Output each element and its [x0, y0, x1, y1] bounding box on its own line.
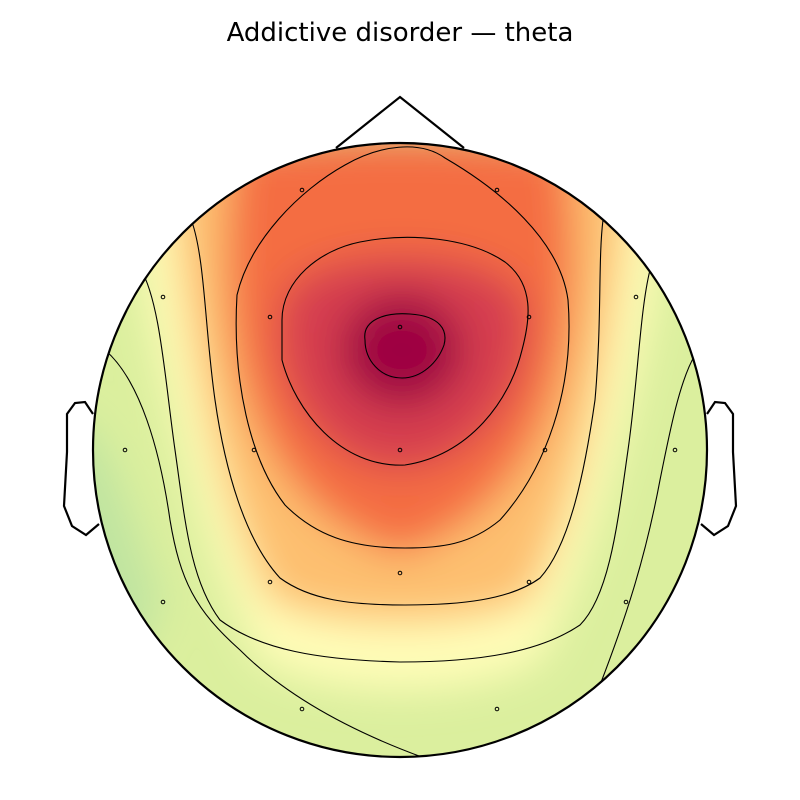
sensor-cz [397, 447, 403, 453]
nose [335, 95, 465, 149]
head-circle [91, 141, 709, 759]
right-ear [700, 400, 738, 537]
sensors [122, 187, 678, 712]
sensor-fz [397, 324, 403, 330]
sensor-c4 [542, 447, 548, 453]
contour-line [599, 354, 696, 686]
sensor-t6 [623, 599, 629, 605]
sensor-c3 [251, 447, 257, 453]
sensor-o2 [494, 706, 500, 712]
sensor-f8 [633, 294, 639, 300]
contour-line [191, 219, 604, 606]
sensor-fp2 [494, 187, 500, 193]
contour-line [235, 146, 570, 549]
sensor-f4 [526, 314, 532, 320]
chart-title: Addictive disorder — theta [226, 18, 574, 48]
contour-line [104, 349, 431, 757]
sensor-fp1 [299, 187, 305, 193]
sensor-f7 [160, 294, 166, 300]
sensor-o1 [299, 706, 305, 712]
left-ear [62, 400, 100, 537]
sensor-f3 [267, 314, 273, 320]
field-layers [93, 143, 680, 690]
field-low-left [93, 417, 160, 658]
sensor-p3 [267, 579, 273, 585]
contour-lines [104, 146, 696, 757]
sensor-t5 [160, 599, 166, 605]
head-outline [62, 95, 738, 759]
contour-line [364, 313, 446, 379]
contour-line [139, 267, 651, 663]
sensor-t3 [122, 447, 128, 453]
contour-line [281, 236, 529, 466]
sensor-t4 [672, 447, 678, 453]
sensor-pz [397, 570, 403, 576]
sensor-p4 [526, 579, 532, 585]
field-peak [342, 295, 462, 405]
scalp-field [93, 143, 707, 757]
